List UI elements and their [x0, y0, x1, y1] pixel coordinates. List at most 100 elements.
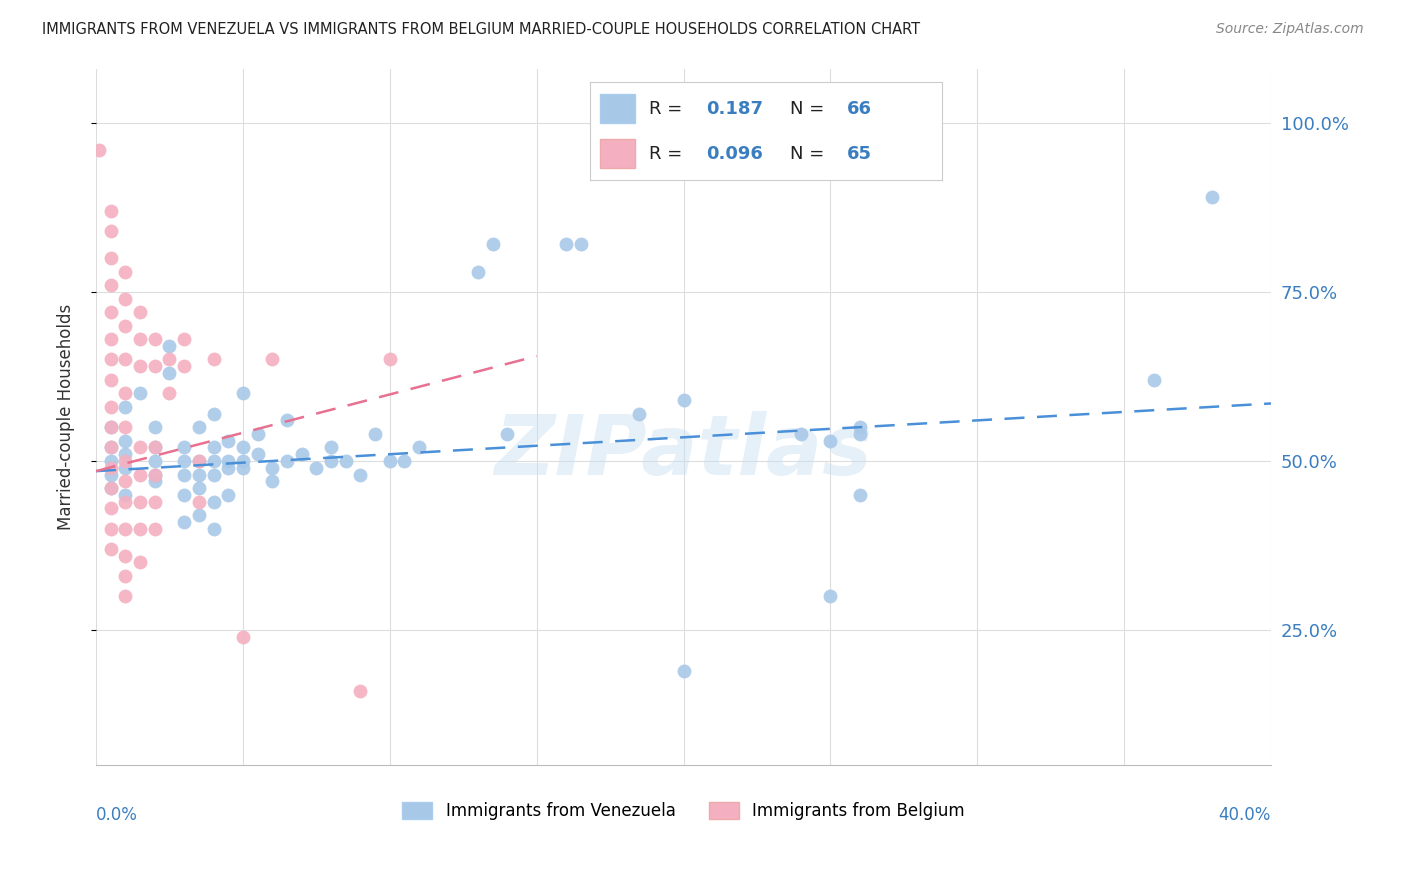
Point [276, 454, 298, 468]
Point [129, 441, 152, 455]
Point [481, 237, 503, 252]
Point [100, 420, 122, 434]
Point [143, 522, 166, 536]
Point [291, 447, 314, 461]
Point [114, 569, 136, 583]
Point [100, 373, 122, 387]
Point [114, 318, 136, 333]
Point [114, 386, 136, 401]
Text: Source: ZipAtlas.com: Source: ZipAtlas.com [1216, 22, 1364, 37]
Point [143, 454, 166, 468]
Point [100, 467, 122, 482]
Y-axis label: Married-couple Households: Married-couple Households [58, 304, 75, 530]
Point [159, 366, 181, 380]
Point [100, 481, 122, 495]
Point [319, 441, 342, 455]
Point [114, 549, 136, 563]
Point [100, 501, 122, 516]
Point [820, 590, 842, 604]
Point [173, 488, 195, 502]
Point [378, 454, 401, 468]
Point [143, 494, 166, 508]
Point [129, 522, 152, 536]
Point [100, 203, 122, 218]
Point [173, 332, 195, 346]
Point [305, 460, 328, 475]
Point [100, 541, 122, 556]
Point [202, 494, 225, 508]
Point [187, 420, 209, 434]
Point [262, 475, 284, 489]
Point [262, 352, 284, 367]
Point [394, 454, 416, 468]
Point [173, 359, 195, 374]
Point [100, 400, 122, 414]
Point [173, 441, 195, 455]
Point [100, 441, 122, 455]
Point [114, 434, 136, 448]
Point [114, 522, 136, 536]
Point [114, 447, 136, 461]
Point [87, 143, 110, 157]
Point [173, 467, 195, 482]
Point [202, 522, 225, 536]
Point [246, 426, 269, 441]
Point [143, 332, 166, 346]
Point [849, 426, 872, 441]
Point [232, 441, 254, 455]
Text: 40.0%: 40.0% [1219, 806, 1271, 824]
Point [100, 481, 122, 495]
Point [202, 467, 225, 482]
Point [672, 664, 695, 678]
Point [129, 556, 152, 570]
Point [143, 441, 166, 455]
Point [364, 426, 387, 441]
Point [408, 441, 430, 455]
Point [173, 515, 195, 529]
Point [100, 460, 122, 475]
Point [187, 467, 209, 482]
Point [202, 441, 225, 455]
Point [217, 454, 239, 468]
Point [129, 494, 152, 508]
Point [187, 481, 209, 495]
Point [849, 488, 872, 502]
Point [217, 460, 239, 475]
Point [100, 332, 122, 346]
Point [202, 454, 225, 468]
Point [187, 454, 209, 468]
Point [1142, 373, 1164, 387]
Point [159, 386, 181, 401]
Point [349, 684, 371, 698]
Point [143, 475, 166, 489]
Text: 0.0%: 0.0% [96, 806, 138, 824]
Point [378, 352, 401, 367]
Point [262, 460, 284, 475]
Point [100, 454, 122, 468]
Point [114, 488, 136, 502]
Point [672, 393, 695, 408]
Point [129, 332, 152, 346]
Point [569, 237, 592, 252]
Point [114, 460, 136, 475]
Point [202, 407, 225, 421]
Point [349, 467, 371, 482]
Point [232, 460, 254, 475]
Point [232, 630, 254, 644]
Point [820, 434, 842, 448]
Point [114, 590, 136, 604]
Point [114, 475, 136, 489]
Point [100, 522, 122, 536]
Point [114, 454, 136, 468]
Point [335, 454, 357, 468]
Text: ZIPatlas: ZIPatlas [495, 411, 873, 492]
Point [143, 467, 166, 482]
Point [319, 454, 342, 468]
Point [143, 467, 166, 482]
Point [129, 467, 152, 482]
Point [217, 434, 239, 448]
Point [143, 359, 166, 374]
Point [129, 359, 152, 374]
Point [246, 447, 269, 461]
Point [114, 352, 136, 367]
